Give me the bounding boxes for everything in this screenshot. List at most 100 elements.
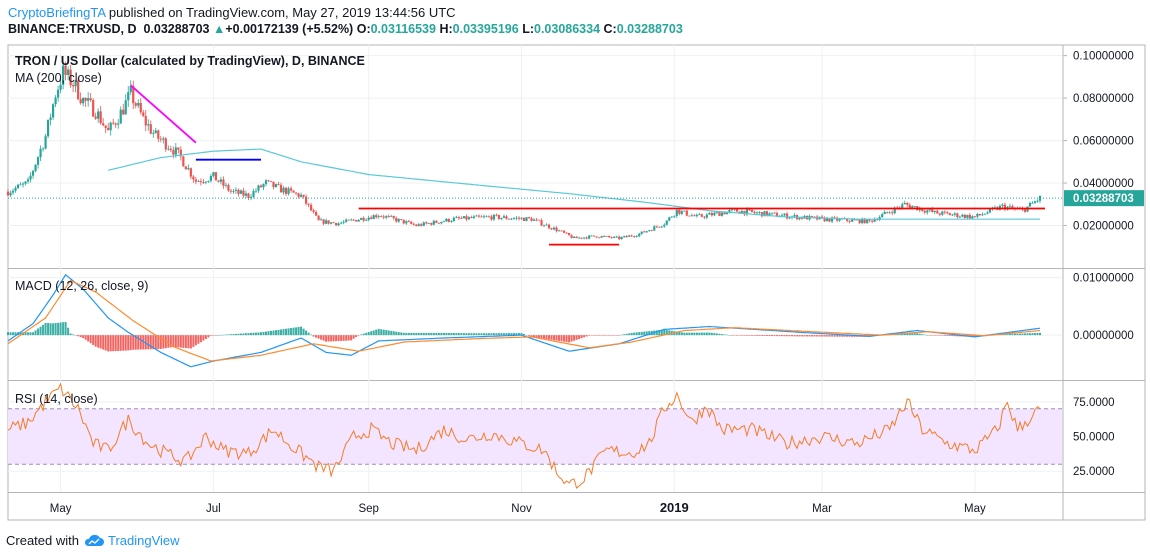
macd-histogram-bar	[740, 335, 743, 336]
candle-body	[19, 184, 22, 186]
macd-histogram-bar	[623, 334, 626, 336]
candle-body	[147, 124, 150, 126]
macd-histogram-bar	[32, 332, 35, 336]
candle-body	[415, 224, 418, 227]
candle-body	[873, 219, 876, 222]
candle-body	[259, 185, 263, 188]
macd-histogram-bar	[683, 332, 686, 336]
close-label: C:	[603, 22, 617, 36]
candle-body	[202, 182, 205, 183]
candle-body	[299, 194, 303, 197]
candle-body	[535, 219, 538, 221]
macd-histogram-bar	[1018, 333, 1021, 336]
macd-histogram-bar	[467, 333, 470, 336]
candle-body	[21, 183, 25, 185]
macd-histogram-bar	[638, 332, 641, 336]
macd-histogram-bar	[610, 335, 613, 336]
candle-body	[370, 217, 373, 220]
candle-body	[304, 196, 308, 204]
macd-pane-title: MACD (12, 26, close, 9)	[15, 279, 148, 293]
macd-histogram-bar	[397, 332, 400, 336]
candle-body	[928, 209, 931, 211]
candle-body	[825, 218, 829, 222]
candle-body	[84, 97, 87, 101]
candle-body	[906, 203, 909, 205]
macd-histogram-bar	[477, 333, 480, 336]
candle-body	[447, 218, 450, 222]
candle-body	[82, 97, 85, 104]
macd-histogram-bar	[595, 335, 598, 336]
candle-body	[1003, 204, 1007, 210]
macd-histogram-bar	[1031, 333, 1034, 336]
macd-histogram-bar	[773, 335, 776, 337]
candle-body	[690, 215, 693, 217]
created-with-label: Created with	[6, 533, 79, 548]
macd-histogram-bar	[54, 323, 57, 336]
candle-body	[740, 211, 744, 214]
macd-histogram-bar	[660, 329, 663, 336]
candle-body	[495, 214, 498, 216]
candle-body	[89, 98, 92, 101]
candle-body	[851, 219, 854, 222]
trendline-drawing	[130, 84, 197, 144]
candle-body	[405, 221, 408, 224]
candle-body	[375, 215, 378, 218]
macd-histogram-bar	[352, 335, 355, 339]
candle-body	[943, 211, 946, 213]
macd-histogram-bar	[370, 331, 373, 336]
macd-histogram-bar	[24, 332, 27, 336]
rsi-band	[8, 408, 1062, 465]
candle-body	[628, 235, 631, 237]
macd-histogram-bar	[89, 335, 92, 344]
macd-histogram-bar	[693, 332, 696, 336]
candle-body	[613, 236, 616, 238]
candle-body	[620, 237, 623, 240]
macd-histogram-bar	[603, 335, 606, 336]
macd-histogram-bar	[395, 331, 398, 336]
candle-body	[838, 218, 841, 221]
macd-histogram-bar	[82, 335, 85, 339]
author-link[interactable]: CryptoBriefingTA	[8, 5, 106, 20]
candle-body	[36, 157, 40, 165]
candle-body	[189, 168, 192, 177]
candle-body	[29, 175, 32, 180]
macd-histogram-bar	[823, 335, 826, 337]
tradingview-brand[interactable]: TradingView	[108, 533, 180, 548]
macd-histogram-bar	[159, 335, 162, 349]
macd-histogram-bar	[214, 335, 217, 336]
macd-histogram-bar	[918, 333, 921, 336]
macd-histogram-bar	[219, 334, 222, 336]
macd-histogram-bar	[680, 332, 683, 336]
macd-histogram-bar	[705, 332, 708, 336]
macd-histogram-bar	[530, 335, 533, 337]
macd-histogram-bar	[821, 335, 824, 337]
candle-body	[187, 168, 190, 170]
candle-body	[472, 216, 476, 218]
candle-body	[530, 218, 533, 221]
candle-body	[109, 122, 112, 131]
candle-body	[630, 235, 633, 237]
macd-histogram-bar	[698, 332, 701, 336]
macd-histogram-bar	[64, 321, 67, 336]
macd-histogram-bar	[425, 332, 428, 336]
macd-histogram-bar	[12, 332, 15, 336]
macd-histogram-bar	[189, 335, 192, 349]
candle-body	[352, 219, 355, 221]
candle-body	[107, 127, 110, 131]
candle-body	[387, 216, 390, 217]
macd-histogram-bar	[908, 333, 911, 336]
macd-histogram-bar	[280, 329, 283, 336]
candle-body	[350, 219, 353, 221]
macd-histogram-bar	[179, 335, 182, 348]
macd-histogram-bar	[445, 332, 448, 336]
chart-frame	[7, 44, 1146, 521]
candle-body	[137, 102, 140, 106]
macd-histogram-bar	[480, 333, 483, 336]
macd-histogram-bar	[307, 332, 310, 336]
candle-body	[643, 231, 646, 233]
candle-body	[971, 216, 974, 219]
candle-body	[836, 217, 839, 221]
macd-histogram-bar	[290, 328, 293, 336]
macd-histogram-bar	[134, 335, 137, 350]
